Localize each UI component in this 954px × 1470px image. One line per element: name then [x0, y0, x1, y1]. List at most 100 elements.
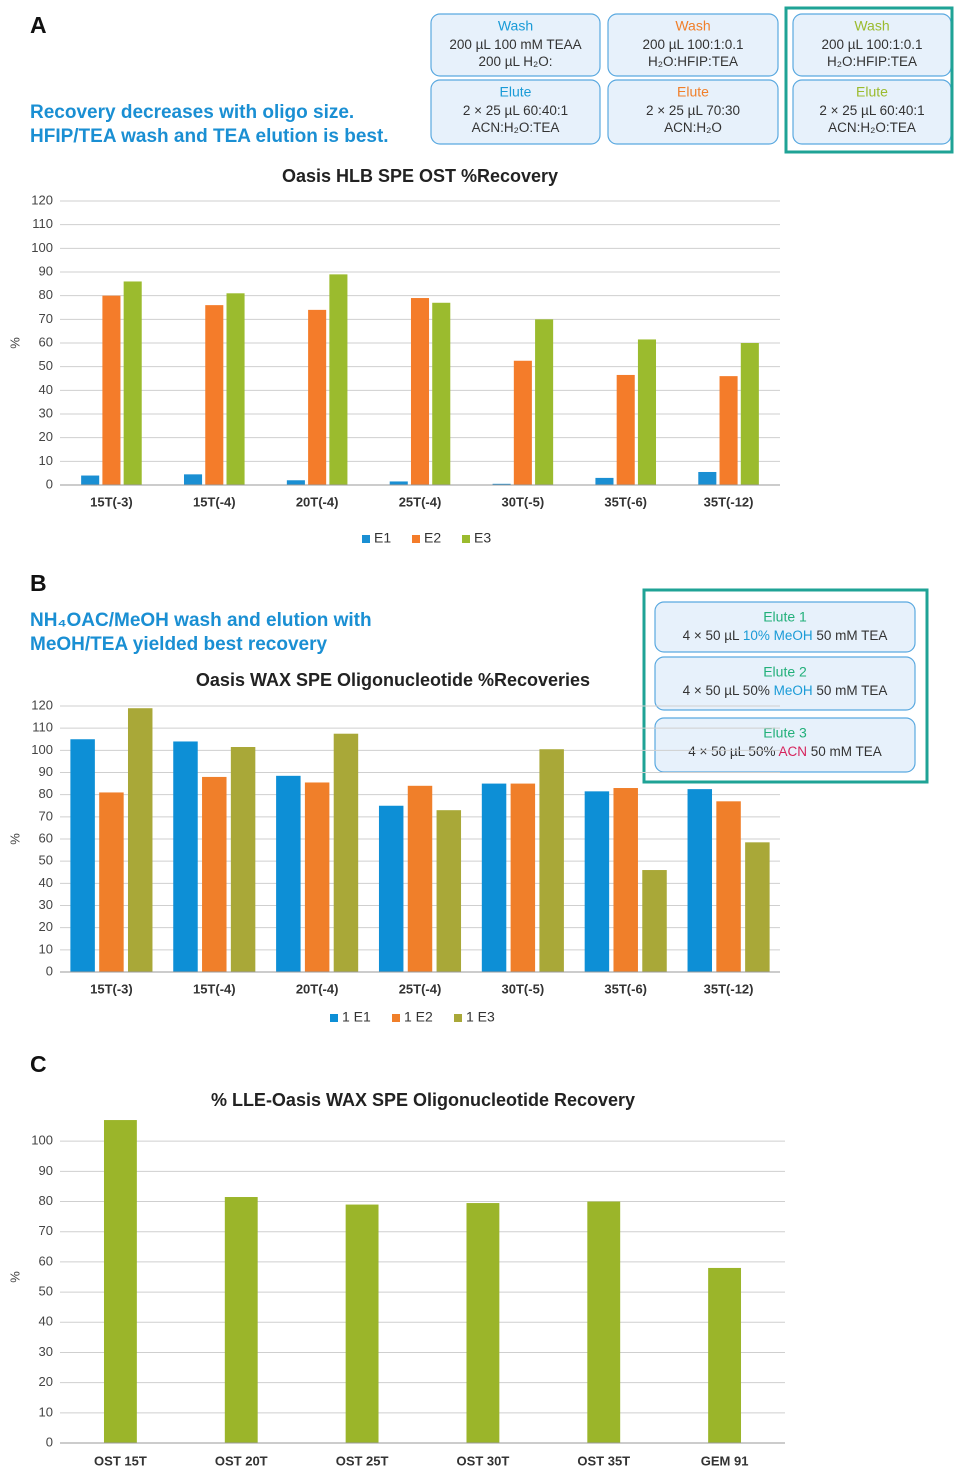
y-tick-label: 40 — [39, 382, 53, 397]
box-line: H₂O:HFIP:TEA — [827, 54, 917, 69]
protocol-box — [607, 79, 779, 145]
bar — [719, 376, 738, 485]
x-tick-label: GEM 91 — [701, 1453, 749, 1468]
y-tick-label: 30 — [39, 1344, 53, 1359]
box-title: Wash — [498, 18, 533, 34]
x-tick-label: 15T(-3) — [90, 981, 133, 996]
legend-swatch — [412, 535, 420, 543]
box-title: Wash — [854, 18, 889, 34]
box-line: 4 × 50 µL 50% MeOH 50 mM TEA — [683, 683, 888, 698]
highlight-frame — [642, 588, 929, 784]
box-text: 200 µL 100:1:0.1 — [642, 37, 743, 52]
panel-letter: A — [30, 12, 47, 38]
box-text: 2 × 25 µL 60:40:1 — [463, 103, 568, 118]
y-tick-label: 90 — [39, 263, 53, 278]
y-tick-label: 20 — [39, 1374, 53, 1389]
y-tick-label: 70 — [39, 311, 53, 326]
y-tick-label: 120 — [31, 697, 53, 712]
legend-swatch — [362, 535, 370, 543]
box-title: Elute — [500, 84, 532, 100]
legend-label: E1 — [374, 530, 391, 546]
box-title: Elute 2 — [763, 664, 807, 680]
y-tick-label: 10 — [39, 1404, 53, 1419]
box-text: ACN:H₂O:TEA — [472, 120, 560, 135]
bar — [481, 783, 507, 972]
bar — [595, 477, 614, 485]
y-tick-label: 40 — [39, 875, 53, 890]
y-tick-label: 60 — [39, 830, 53, 845]
bar — [102, 295, 121, 485]
bar — [304, 782, 330, 972]
y-tick-label: 10 — [39, 453, 53, 468]
box-text: 10% MeOH — [743, 628, 813, 643]
box-text: 200 µL 100:1:0.1 — [821, 37, 922, 52]
protocol-box — [654, 601, 916, 653]
protocol-box — [654, 656, 916, 711]
bar — [183, 474, 203, 485]
box-text: 50 mM TEA — [813, 628, 888, 643]
bar — [716, 801, 741, 972]
protocol-box — [654, 717, 916, 773]
box-line: ACN:H₂O — [664, 120, 722, 135]
x-tick-label: 25T(-4) — [399, 981, 442, 996]
x-tick-label: 15T(-4) — [193, 981, 236, 996]
y-tick-label: 0 — [46, 963, 53, 978]
x-tick-label: 15T(-3) — [90, 494, 133, 509]
bar — [123, 281, 142, 485]
y-tick-label: 50 — [39, 853, 53, 868]
y-tick-label: 90 — [39, 1163, 53, 1178]
y-tick-label: 100 — [31, 1133, 53, 1148]
box-text: 4 × 50 µL 50% — [688, 744, 778, 759]
box-text: H₂O:HFIP:TEA — [648, 54, 738, 69]
box-line: ACN:H₂O:TEA — [828, 120, 916, 135]
bar — [378, 805, 404, 972]
bar — [642, 870, 667, 972]
box-line: ACN:H₂O:TEA — [472, 120, 560, 135]
y-tick-label: 70 — [39, 1223, 53, 1238]
panel-letter: B — [30, 570, 47, 596]
y-tick-label: 80 — [39, 786, 53, 801]
bar — [745, 842, 770, 972]
x-tick-label: 25T(-4) — [399, 494, 442, 509]
box-line: 200 µL 100:1:0.1 — [642, 37, 743, 52]
y-axis-label: % — [7, 1271, 22, 1283]
box-text: 4 × 50 µL 50% — [683, 683, 774, 698]
y-tick-label: 80 — [39, 287, 53, 302]
legend-swatch — [462, 535, 470, 543]
legend-swatch — [330, 1014, 338, 1022]
box-line: 4 × 50 µL 50% ACN 50 mM TEA — [688, 744, 882, 759]
y-tick-label: 80 — [39, 1193, 53, 1208]
box-text: ACN — [778, 744, 807, 759]
bar — [613, 788, 638, 972]
box-text: 50 mM TEA — [807, 744, 882, 759]
bar — [535, 319, 554, 485]
x-tick-label: 35T(-12) — [704, 494, 754, 509]
bar — [308, 309, 327, 485]
legend-label: 1 E1 — [342, 1009, 371, 1025]
x-tick-label: OST 20T — [215, 1453, 268, 1468]
bar — [205, 305, 224, 485]
box-text: 2 × 25 µL 60:40:1 — [819, 103, 924, 118]
bar — [81, 475, 100, 485]
x-tick-label: OST 35T — [577, 1453, 630, 1468]
bar — [584, 791, 610, 972]
bar — [616, 374, 635, 485]
legend-label: E3 — [474, 530, 491, 546]
x-tick-label: 20T(-4) — [296, 494, 339, 509]
bar — [407, 785, 433, 972]
bar — [466, 1203, 500, 1443]
box-line: 4 × 50 µL 10% MeOH 50 mM TEA — [683, 628, 888, 643]
y-tick-label: 30 — [39, 405, 53, 420]
bar — [286, 480, 305, 485]
box-title: Elute 1 — [763, 609, 807, 625]
bar — [539, 749, 564, 972]
bar — [698, 471, 717, 485]
bar — [637, 339, 657, 485]
highlight-frame — [784, 6, 954, 154]
bar — [226, 293, 245, 485]
box-text: MeOH — [774, 683, 813, 698]
bar — [687, 789, 713, 972]
y-tick-label: 50 — [39, 1284, 53, 1299]
y-tick-label: 70 — [39, 808, 53, 823]
